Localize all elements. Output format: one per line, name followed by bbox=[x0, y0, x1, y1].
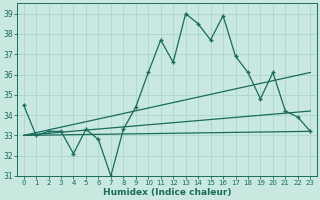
X-axis label: Humidex (Indice chaleur): Humidex (Indice chaleur) bbox=[103, 188, 231, 197]
